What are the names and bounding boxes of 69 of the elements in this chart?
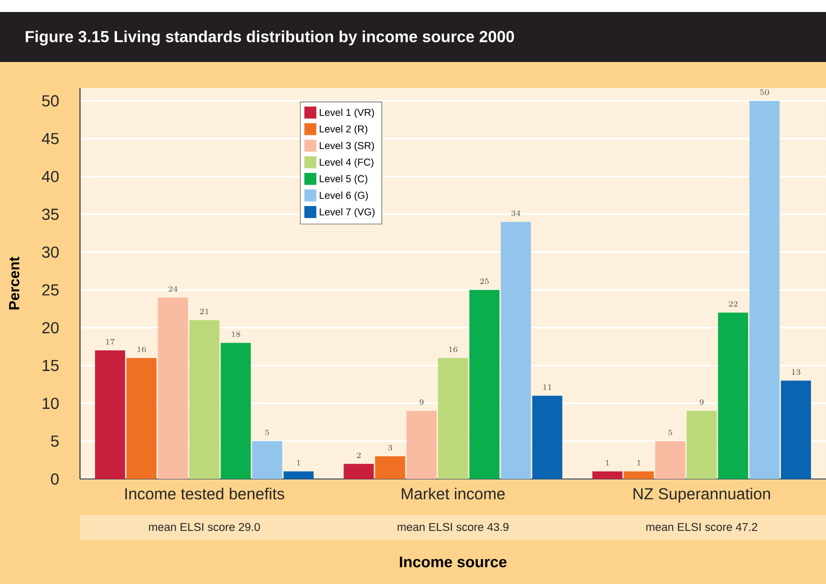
data-label: 16 — [138, 346, 146, 352]
data-label: 13 — [792, 369, 800, 375]
data-label: 5 — [668, 430, 672, 436]
bar — [375, 456, 406, 479]
data-label: 25 — [480, 278, 489, 284]
data-label: 1 — [606, 460, 609, 466]
x-axis-title: Income source — [400, 556, 507, 568]
legend-label: Level 5 (C) — [320, 174, 368, 184]
bar — [284, 471, 314, 479]
text: mean ELSI score 43.9 — [398, 522, 509, 531]
data-label: 21 — [200, 308, 208, 314]
bar — [780, 380, 811, 479]
y-tick-label: 15 — [42, 360, 59, 372]
x-tick-label: Income tested benefits — [125, 488, 284, 500]
text: mean ELSI score 47.2 — [646, 522, 758, 531]
y-tick-label: 20 — [42, 322, 59, 334]
data-label: 16 — [449, 346, 458, 352]
data-label: 5 — [265, 430, 270, 436]
data-label: 1 — [297, 460, 300, 466]
x-tick-label: Market income — [402, 488, 505, 500]
bar — [500, 222, 531, 479]
data-label: 50 — [760, 89, 769, 95]
y-tick-label: 50 — [42, 95, 59, 106]
data-label: 1 — [637, 460, 640, 466]
data-label: 17 — [106, 338, 115, 345]
bar — [469, 290, 500, 479]
data-label: 18 — [232, 331, 240, 337]
chart-title: Figure 3.15 Living standards distribution by income source 2000 — [26, 30, 514, 46]
bar — [95, 350, 126, 479]
legend-label: Level 3 (SR) — [320, 142, 374, 152]
data-label: 34 — [511, 210, 520, 216]
y-axis-title: Percent — [9, 256, 20, 310]
data-label: 9 — [420, 400, 424, 406]
y-tick-label: 35 — [42, 208, 59, 220]
bar — [655, 441, 686, 479]
bar — [532, 396, 562, 479]
y-tick-label: 30 — [42, 246, 59, 258]
data-label: 11 — [543, 384, 552, 390]
bar — [624, 471, 654, 479]
x-tick-label: NZ Superannuation — [634, 488, 770, 503]
legend-label: Level 2 (R) — [320, 125, 368, 135]
bar — [592, 471, 622, 479]
y-tick-label: 10 — [42, 398, 59, 410]
y-tick-label: 5 — [51, 436, 59, 447]
text: mean ELSI score 29.0 — [149, 522, 260, 531]
bar — [718, 312, 748, 479]
bar — [189, 320, 220, 479]
legend-label: Level 7 (VG) — [320, 208, 375, 218]
bar — [344, 464, 374, 479]
data-label: 2 — [356, 452, 361, 458]
bar — [158, 297, 188, 479]
bar — [252, 441, 282, 479]
bar — [406, 410, 437, 479]
legend-label: Level 6 (G) — [320, 192, 368, 201]
y-tick-label: 40 — [42, 170, 59, 182]
legend-label: Level 4 (FC) — [320, 158, 374, 168]
y-tick-label: 0 — [51, 473, 59, 485]
bar — [126, 358, 157, 479]
bar — [220, 342, 251, 479]
y-tick-label: 45 — [42, 133, 59, 144]
data-label: 3 — [388, 444, 392, 450]
bar — [686, 410, 717, 479]
data-label: 24 — [168, 286, 178, 292]
bar — [749, 100, 780, 479]
legend-label: Level 1 (VR) — [320, 108, 374, 118]
data-label: 9 — [700, 400, 704, 406]
bar — [438, 358, 468, 479]
data-label: 22 — [728, 301, 738, 307]
y-tick-label: 25 — [42, 284, 59, 296]
